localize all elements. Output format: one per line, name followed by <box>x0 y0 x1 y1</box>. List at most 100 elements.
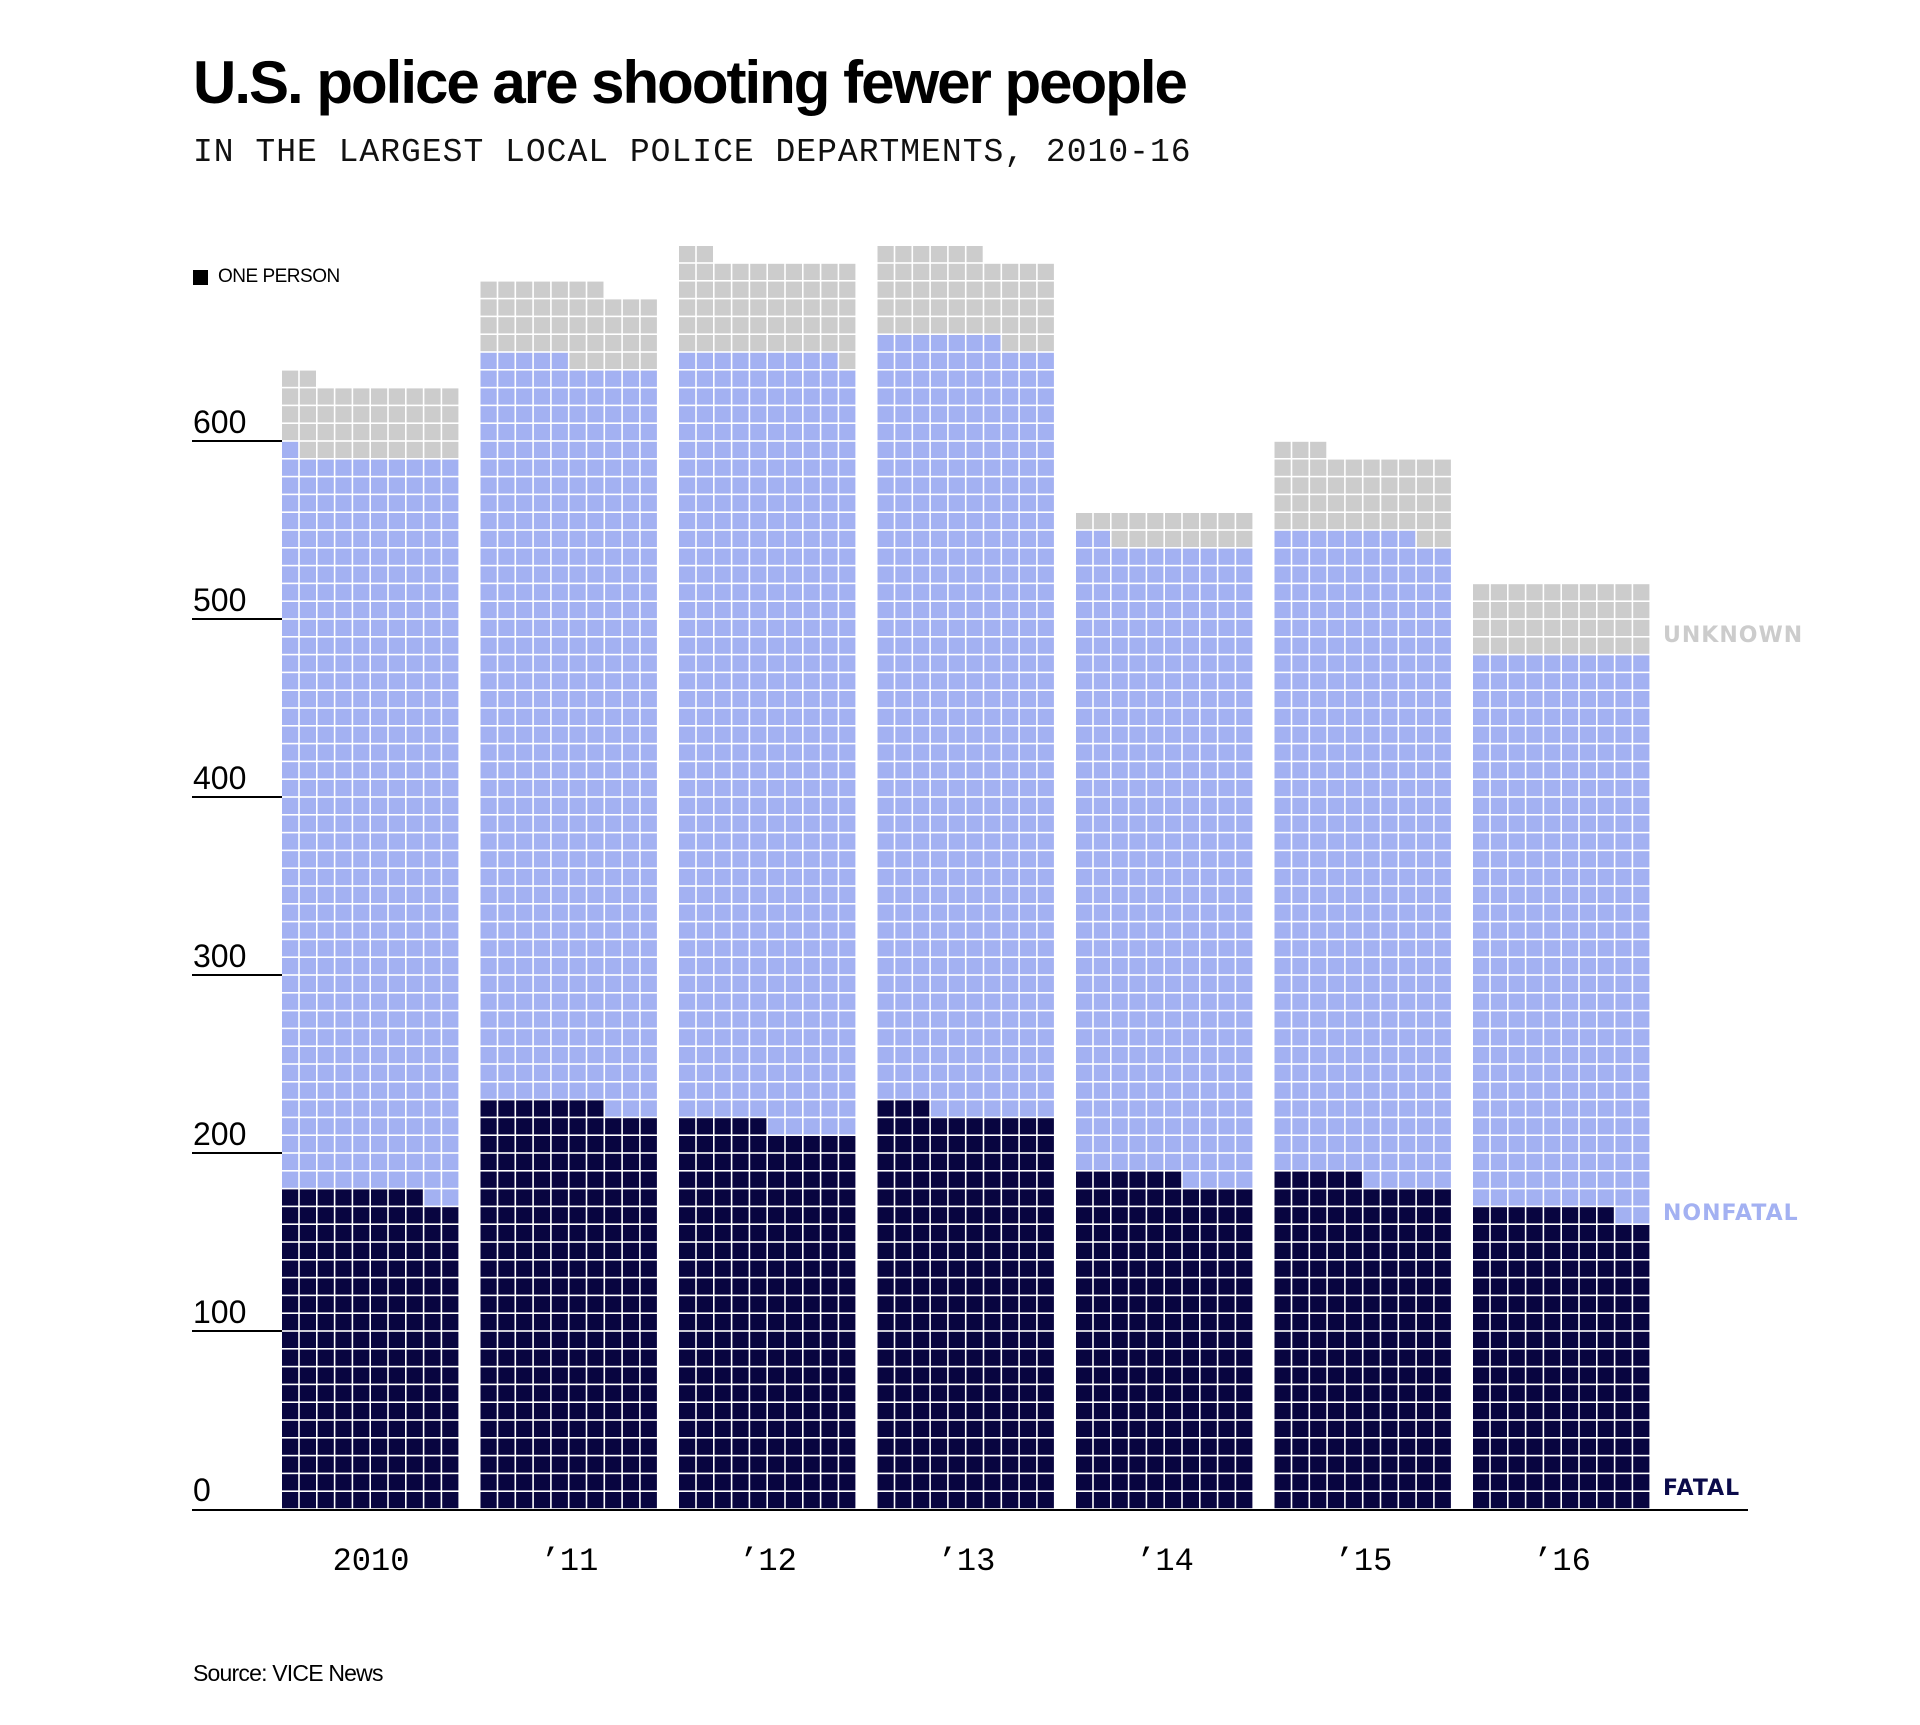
square-nonfatal <box>371 708 388 725</box>
square-nonfatal <box>1345 637 1362 654</box>
square-nonfatal <box>1076 691 1093 708</box>
square-nonfatal <box>930 548 948 565</box>
square-nonfatal <box>605 1100 622 1117</box>
square-fatal <box>1200 1278 1217 1295</box>
square-nonfatal <box>1434 904 1451 921</box>
square-fatal <box>569 1420 586 1437</box>
square-fatal <box>335 1420 352 1437</box>
square-nonfatal <box>1111 797 1128 814</box>
square-fatal <box>1019 1314 1037 1331</box>
square-nonfatal <box>605 602 622 619</box>
square-fatal <box>1345 1474 1362 1491</box>
square-fatal <box>371 1420 388 1437</box>
square-nonfatal <box>353 886 370 903</box>
square-fatal <box>424 1260 441 1277</box>
square-nonfatal <box>1093 975 1110 992</box>
square-nonfatal <box>1076 602 1093 619</box>
square-nonfatal <box>1076 1011 1093 1028</box>
square-fatal <box>732 1492 749 1509</box>
square-nonfatal <box>605 584 622 601</box>
square-nonfatal <box>1200 904 1217 921</box>
square-nonfatal <box>1544 691 1561 708</box>
square-fatal <box>1416 1225 1434 1242</box>
square-fatal <box>498 1385 515 1402</box>
square-nonfatal <box>388 548 405 565</box>
square-nonfatal <box>948 922 965 939</box>
square-nonfatal <box>1327 637 1345 654</box>
square-fatal <box>1111 1314 1128 1331</box>
square-fatal <box>587 1260 604 1277</box>
square-fatal <box>1093 1349 1110 1366</box>
square-fatal <box>1327 1242 1345 1259</box>
square-nonfatal <box>551 548 568 565</box>
square-fatal <box>335 1242 352 1259</box>
square-nonfatal <box>335 780 352 797</box>
square-nonfatal <box>1111 904 1128 921</box>
square-nonfatal <box>299 869 316 886</box>
square-fatal <box>895 1207 912 1224</box>
square-nonfatal <box>1562 869 1579 886</box>
square-fatal <box>1236 1438 1253 1455</box>
square-nonfatal <box>282 602 299 619</box>
square-nonfatal <box>533 388 551 405</box>
square-nonfatal <box>282 530 299 547</box>
square-nonfatal <box>1490 904 1507 921</box>
square-nonfatal <box>533 406 551 423</box>
square-nonfatal <box>913 548 930 565</box>
square-nonfatal <box>1037 441 1054 458</box>
square-fatal <box>785 1438 802 1455</box>
square-nonfatal <box>984 797 1001 814</box>
square-fatal <box>1165 1474 1182 1491</box>
square-unknown <box>299 388 316 405</box>
square-nonfatal <box>282 958 299 975</box>
square-nonfatal <box>1508 1171 1525 1188</box>
square-nonfatal <box>1416 708 1434 725</box>
square-nonfatal <box>839 975 856 992</box>
square-nonfatal <box>1615 1136 1632 1153</box>
square-unknown <box>424 441 441 458</box>
square-fatal <box>1579 1420 1596 1437</box>
square-unknown <box>498 335 515 352</box>
square-fatal <box>533 1385 551 1402</box>
square-fatal <box>1200 1314 1217 1331</box>
square-fatal <box>1274 1492 1291 1509</box>
square-fatal <box>353 1296 370 1313</box>
series-label-unknown: UNKNOWN <box>1663 623 1803 648</box>
square-fatal <box>714 1171 731 1188</box>
square-fatal <box>877 1492 894 1509</box>
square-fatal <box>480 1331 497 1348</box>
square-fatal <box>353 1385 370 1402</box>
square-nonfatal <box>622 851 640 868</box>
square-nonfatal <box>1292 833 1309 850</box>
square-nonfatal <box>1019 513 1037 530</box>
square-nonfatal <box>1327 975 1345 992</box>
square-nonfatal <box>640 797 657 814</box>
square-nonfatal <box>1327 940 1345 957</box>
square-nonfatal <box>1147 1064 1164 1081</box>
square-fatal <box>533 1153 551 1170</box>
square-nonfatal <box>1019 833 1037 850</box>
square-unknown <box>1597 602 1614 619</box>
square-nonfatal <box>317 1136 334 1153</box>
square-fatal <box>1111 1171 1128 1188</box>
square-nonfatal <box>1381 530 1398 547</box>
square-nonfatal <box>551 958 568 975</box>
square-nonfatal <box>622 424 640 441</box>
square-unknown <box>1434 477 1451 494</box>
square-nonfatal <box>1544 869 1561 886</box>
square-nonfatal <box>1037 477 1054 494</box>
square-fatal <box>1615 1438 1632 1455</box>
square-nonfatal <box>948 513 965 530</box>
square-nonfatal <box>1633 655 1650 672</box>
square-nonfatal <box>1274 602 1291 619</box>
square-nonfatal <box>679 762 696 779</box>
square-nonfatal <box>406 1082 423 1099</box>
square-nonfatal <box>1473 726 1490 743</box>
square-nonfatal <box>442 940 459 957</box>
square-unknown <box>406 424 423 441</box>
square-fatal <box>948 1331 965 1348</box>
square-nonfatal <box>1434 1064 1451 1081</box>
square-nonfatal <box>803 726 820 743</box>
square-fatal <box>480 1153 497 1170</box>
square-nonfatal <box>640 673 657 690</box>
